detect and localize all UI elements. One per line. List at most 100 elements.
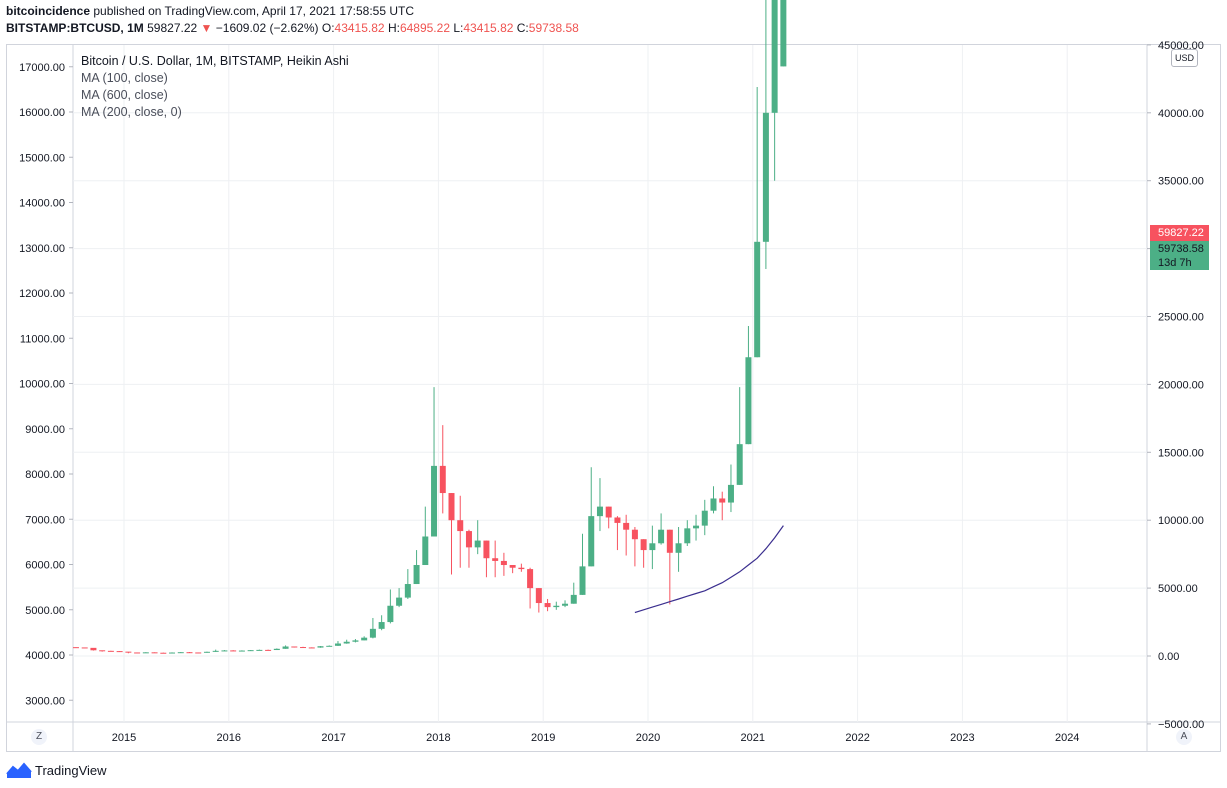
left-axis-label: 4000.00	[25, 650, 65, 662]
x-axis-label: 2016	[217, 732, 241, 744]
footer-brand[interactable]: TradingView	[35, 762, 107, 778]
candle-body	[544, 603, 551, 608]
candle-body	[151, 652, 158, 654]
left-axis-label: 13000.00	[19, 243, 65, 255]
x-axis-label: 2024	[1055, 732, 1079, 744]
candle-body	[579, 566, 586, 595]
right-axis-label: 15000.00	[1158, 447, 1204, 459]
candle-body	[771, 0, 778, 113]
candle-body	[134, 652, 141, 654]
right-axis-label: 10000.00	[1158, 515, 1204, 527]
right-axis-label: 35000.00	[1158, 176, 1204, 188]
candle-body	[186, 652, 193, 654]
left-axis-label: 16000.00	[19, 107, 65, 119]
publisher-name[interactable]: bitcoincidence	[6, 4, 91, 18]
down-arrow-icon: ▼	[200, 21, 213, 35]
candle-body	[457, 520, 464, 532]
legend-ma-100[interactable]: MA (100, close)	[81, 71, 168, 85]
candle-body	[745, 357, 752, 445]
right-axis-label: 45000.00	[1158, 40, 1204, 52]
candle-body	[116, 651, 123, 653]
candle-body	[596, 506, 603, 517]
candle-body	[352, 640, 359, 642]
candle-body	[640, 539, 647, 551]
candle-body	[492, 558, 499, 561]
candle-body	[221, 650, 228, 652]
low-label: L:	[453, 21, 464, 35]
x-axis-label: 2017	[321, 732, 345, 744]
candle-body	[396, 597, 403, 606]
left-axis-label: 8000.00	[25, 469, 65, 481]
candle-body	[378, 622, 385, 629]
candle-body	[265, 649, 272, 651]
candle-body	[719, 498, 726, 503]
candle-body	[666, 529, 673, 553]
candle-body	[326, 645, 333, 647]
candle-body	[780, 0, 787, 67]
auto-scale-button[interactable]: A	[1176, 729, 1192, 745]
candle-body	[317, 646, 324, 648]
high-value: 64895.22	[399, 21, 450, 35]
left-axis-label: 7000.00	[25, 514, 65, 526]
tradingview-logo-icon	[6, 762, 32, 778]
zoom-button[interactable]: Z	[31, 729, 47, 745]
ma-line	[634, 525, 784, 614]
right-axis-label: 40000.00	[1158, 108, 1204, 120]
legend-ma-600[interactable]: MA (600, close)	[81, 88, 168, 102]
candle-body	[125, 651, 132, 653]
left-axis-label: 10000.00	[19, 379, 65, 391]
candle-body	[361, 637, 368, 641]
candle-body	[107, 650, 114, 652]
candle-body	[142, 652, 149, 654]
chart-legend: Bitcoin / U.S. Dollar, 1M, BITSTAMP, Hei…	[81, 53, 349, 121]
close-value: 59738.58	[528, 21, 579, 35]
candle-body	[736, 444, 743, 485]
right-axis-label: 0.00	[1158, 651, 1179, 663]
last-price-tag: 59827.22	[1150, 225, 1209, 241]
left-axis-label: 15000.00	[19, 152, 65, 164]
candle-body	[99, 650, 106, 652]
candle-body	[474, 540, 481, 548]
candle-body	[256, 649, 263, 651]
left-axis-label: 11000.00	[20, 333, 65, 345]
candle-body	[570, 594, 577, 604]
candle-body	[273, 648, 280, 651]
candle-body	[553, 605, 560, 608]
candle-body	[448, 493, 455, 521]
candle-body	[169, 652, 176, 654]
candle-body	[465, 531, 472, 548]
candle-body	[693, 525, 700, 529]
candle-body	[483, 540, 490, 559]
candle-body	[369, 628, 376, 638]
symbol-label: BITSTAMP:BTCUSD, 1M	[6, 21, 144, 35]
candle-body	[212, 650, 219, 652]
close-price-value: 59738.58	[1158, 243, 1204, 255]
candle-body	[623, 522, 630, 530]
x-axis-label: 2019	[531, 732, 555, 744]
last-price: 59827.22	[147, 21, 198, 35]
candle-body	[160, 652, 167, 654]
candle-body	[658, 529, 665, 544]
candle-body	[649, 543, 656, 551]
candle-body	[230, 650, 237, 652]
candle-body	[710, 498, 717, 511]
x-axis-label: 2021	[741, 732, 765, 744]
publish-text: published on TradingView.com, April 17, …	[93, 4, 415, 18]
candle-body	[238, 650, 245, 652]
right-axis-label: −5000.00	[1158, 719, 1204, 731]
legend-ma-200[interactable]: MA (200, close, 0)	[81, 105, 182, 119]
x-axis-label: 2023	[950, 732, 974, 744]
candle-body	[614, 517, 621, 523]
candle-body	[387, 605, 394, 623]
legend-title: Bitcoin / U.S. Dollar, 1M, BITSTAMP, Hei…	[81, 54, 349, 68]
candle-body	[562, 603, 569, 606]
ohlc-bar: BITSTAMP:BTCUSD, 1M 59827.22 ▼ −1609.02 …	[6, 21, 579, 35]
candle-body	[300, 647, 307, 649]
x-axis-label: 2015	[112, 732, 136, 744]
candle-body	[518, 567, 525, 570]
x-axis-label: 2018	[426, 732, 450, 744]
close-label: C:	[516, 21, 529, 35]
candle-body	[291, 646, 298, 648]
currency-button[interactable]: USD	[1171, 49, 1198, 67]
